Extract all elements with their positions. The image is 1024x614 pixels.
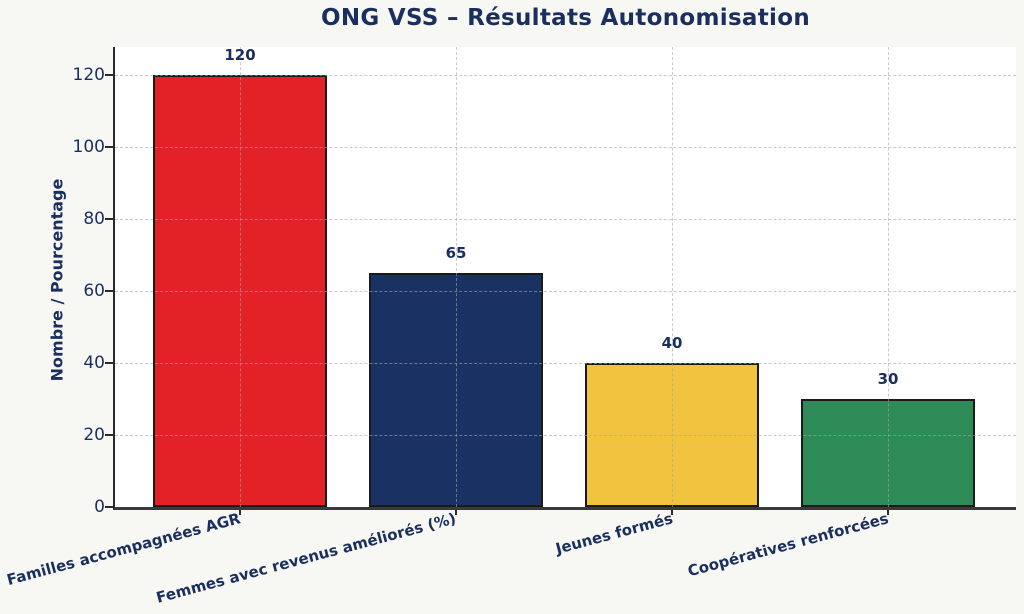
vertical-gridline: [671, 47, 673, 507]
x-tick-mark: [239, 510, 241, 515]
y-tick-label: 100: [72, 137, 105, 157]
horizontal-gridline: [115, 434, 1016, 436]
y-tick-mark: [105, 74, 113, 76]
y-tick-label: 20: [83, 425, 105, 445]
horizontal-gridline: [115, 146, 1016, 148]
y-tick-label: 60: [83, 281, 105, 301]
bar-value-label: 120: [224, 46, 256, 64]
vertical-gridline: [239, 47, 241, 507]
y-tick-mark: [105, 434, 113, 436]
y-tick-label: 40: [83, 353, 105, 373]
x-tick-label: Jeunes formés: [553, 509, 675, 558]
y-tick-label: 80: [83, 209, 105, 229]
x-tick-mark: [887, 510, 889, 515]
y-tick-mark: [105, 146, 113, 148]
y-tick-mark: [105, 506, 113, 508]
plot-area: 120 65 40 30: [113, 46, 1016, 510]
x-tick-mark: [455, 510, 457, 515]
horizontal-gridline: [115, 74, 1016, 76]
bar-value-label: 30: [877, 370, 899, 388]
y-tick-label: 120: [72, 65, 105, 85]
x-tick-label: Coopératives renforcées: [685, 509, 891, 581]
horizontal-gridline: [115, 218, 1016, 220]
y-tick-mark: [105, 290, 113, 292]
y-tick-label: 0: [94, 497, 105, 517]
y-tick-mark: [105, 362, 113, 364]
chart-title: ONG VSS – Résultats Autonomisation: [320, 5, 811, 31]
vertical-gridline: [455, 47, 457, 507]
vertical-gridline: [887, 47, 889, 507]
horizontal-gridline: [115, 290, 1016, 292]
y-tick-mark: [105, 218, 113, 220]
bar-value-label: 65: [445, 244, 467, 262]
x-tick-mark: [671, 510, 673, 515]
horizontal-gridline: [115, 362, 1016, 364]
bar-value-label: 40: [661, 334, 683, 352]
